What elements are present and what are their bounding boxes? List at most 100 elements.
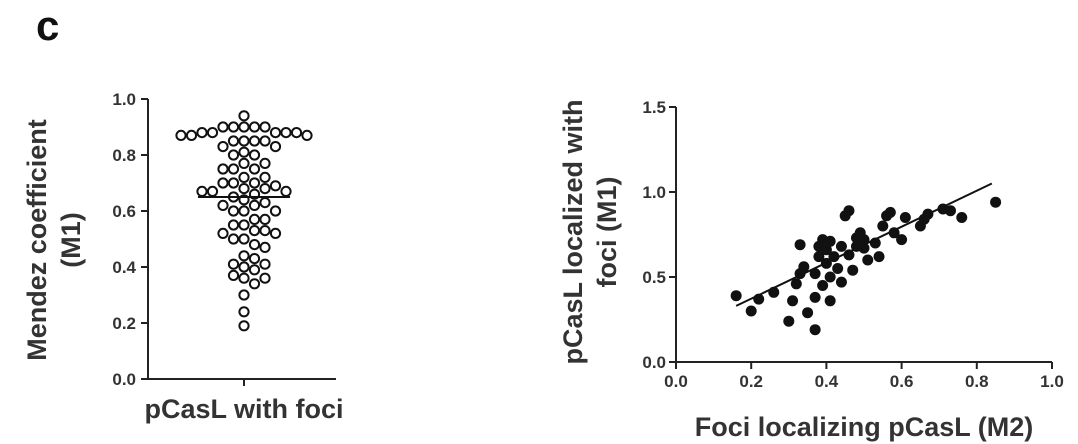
data-point [227,233,240,245]
scatter-chart: pCasL localized with foci (M1) Foci loca… [558,98,1064,442]
data-point [259,225,271,237]
data-point [269,180,282,192]
data-point [990,196,1002,208]
right-y-tick-label: 0.0 [642,353,666,372]
right-x-tick-label: 0.6 [890,372,914,391]
data-point [248,149,261,161]
data-point [206,127,219,139]
left-y-tick-label: 0.0 [112,370,136,389]
data-point [238,219,250,231]
data-point [238,272,250,284]
data-point [248,135,261,147]
data-point [269,205,282,217]
data-point [227,269,240,281]
data-point [280,127,292,139]
data-point [248,177,261,189]
data-point [745,305,757,317]
data-point [835,240,847,252]
left-xlabel: pCasL with foci [144,394,343,424]
data-point [248,225,261,237]
data-point [238,110,250,122]
data-point [227,177,240,189]
data-point [248,239,261,251]
data-point [217,227,229,239]
data-point [787,295,799,307]
left-y-tick-label: 1.0 [112,90,136,109]
data-point [873,251,885,263]
data-point [798,261,810,273]
data-point [227,219,240,231]
data-point [809,324,821,336]
data-point [227,135,240,147]
data-point [843,205,855,217]
data-point [877,220,889,232]
dot-plot-chart: Mendez coefficient (M1) pCasL with foci … [22,90,344,424]
right-x-tick-label: 0.8 [965,372,989,391]
data-point [269,127,282,139]
data-point [175,129,187,141]
data-point [238,121,250,133]
data-point [238,171,250,183]
data-point [238,250,250,262]
left-y-tick-label: 0.6 [112,202,136,221]
data-point [248,278,261,290]
data-point [259,121,271,133]
data-point [817,280,829,291]
data-point [217,199,229,211]
data-point [238,157,250,169]
data-point [944,205,956,217]
data-point [196,127,208,139]
data-point [227,205,240,217]
data-point [269,227,282,239]
data-point [217,163,229,175]
data-point [956,212,968,223]
data-point [238,289,250,301]
data-point [227,121,240,133]
data-point [217,141,229,153]
data-point [824,271,836,283]
data-point [259,258,271,270]
right-y-tick-label: 1.5 [642,98,666,117]
data-point [238,320,250,332]
left-ylabel-line-1: Mendez coefficient [22,119,52,361]
right-x-tick-label: 0.0 [664,372,688,391]
data-point [259,272,271,284]
right-ylabel-line-2: foci (M1) [592,177,622,288]
data-point [259,135,271,147]
data-point [238,205,250,217]
data-point [794,239,806,251]
data-point [824,235,836,247]
data-point [259,183,271,195]
data-point [206,185,219,197]
data-point [248,264,261,276]
data-point [227,258,240,270]
data-point [835,276,847,288]
data-point [269,141,282,153]
right-y-tick-label: 0.5 [642,268,666,287]
right-x-tick-label: 0.2 [739,372,763,391]
data-point [259,197,271,209]
data-point [832,263,844,274]
data-point [259,241,271,253]
data-point [783,315,795,327]
left-y-tick-label: 0.2 [112,314,136,333]
data-point [862,254,874,266]
right-x-tick-label: 0.4 [815,372,839,391]
right-x-tick-label: 1.0 [1040,372,1064,391]
left-ylabel-line-2: (M1) [56,212,86,268]
data-point [896,234,908,246]
data-point [809,291,821,303]
data-point [185,129,198,141]
data-point [227,149,240,161]
data-point [730,290,742,302]
data-point [238,146,250,158]
right-xlabel: Foci localizing pCasL (M2) [695,412,1034,442]
left-y-tick-label: 0.8 [112,146,136,165]
data-point [227,163,240,175]
data-point [248,163,261,175]
data-point [248,199,261,211]
data-point [196,185,208,197]
data-point [217,121,229,133]
data-point [820,244,832,256]
right-y-tick-label: 1.0 [642,183,666,202]
